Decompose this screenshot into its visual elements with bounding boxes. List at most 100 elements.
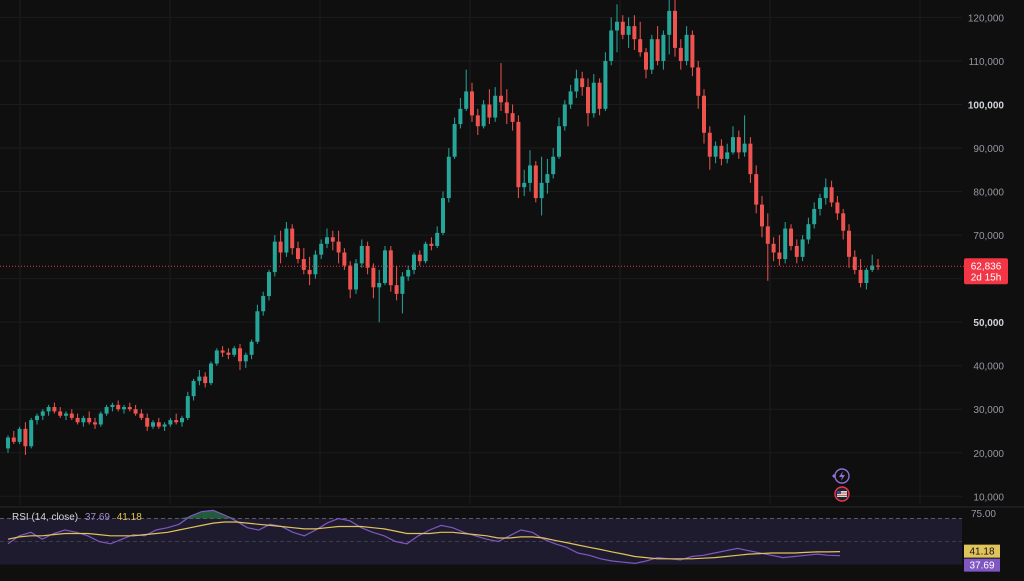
candle-body <box>400 276 405 294</box>
candle-body <box>23 428 28 447</box>
candle-body <box>325 237 329 244</box>
candle-body <box>847 230 851 257</box>
candle-body <box>626 26 631 35</box>
candle-body <box>806 224 811 240</box>
y-tick-label: 30,000 <box>973 405 1004 416</box>
price-axis[interactable]: 10,000 20,000 30,000 40,000 50,000 70,000 80,0… <box>968 13 1005 503</box>
rsi-legend[interactable]: RSI (14, close) 37.69 41.18 <box>12 512 146 523</box>
candle-body <box>580 78 585 88</box>
candle-body <box>371 267 376 288</box>
candle-body <box>191 380 196 397</box>
rsi-overbought-fill <box>224 515 236 519</box>
candle-body <box>151 422 155 427</box>
candle-body <box>812 208 817 225</box>
candle-up <box>446 148 451 203</box>
candle-up <box>800 235 805 262</box>
candle-body <box>603 60 608 109</box>
candle-down <box>829 180 834 207</box>
candle-body <box>702 95 706 133</box>
candle-down <box>533 161 538 203</box>
rsi-ma-line <box>7 521 841 560</box>
rsi-band <box>0 518 962 565</box>
candle-down <box>307 256 312 286</box>
candle-down <box>876 259 880 270</box>
candle-body <box>58 411 63 416</box>
candle-up <box>191 378 196 401</box>
candle-up <box>562 100 567 131</box>
candle-up <box>6 435 10 453</box>
candle-body <box>661 34 666 61</box>
candle-body <box>597 82 602 109</box>
candle-down <box>516 115 521 199</box>
candle-up <box>377 269 382 323</box>
candle-body <box>394 285 399 294</box>
lightning-event-icon[interactable] <box>832 468 850 484</box>
candle-body <box>493 95 498 118</box>
candle-down <box>638 21 643 57</box>
candle-down <box>754 165 759 214</box>
candle-up <box>46 404 51 416</box>
candle-body <box>168 420 173 425</box>
candle-body <box>313 254 318 275</box>
candle-down <box>203 372 208 388</box>
candle-up <box>243 352 248 368</box>
candle-body <box>69 413 74 418</box>
candle-body <box>615 21 619 31</box>
us-flag-event-icon[interactable] <box>834 486 850 502</box>
candle-up <box>17 426 22 445</box>
candle-body <box>632 26 637 40</box>
candle-body <box>499 95 503 103</box>
candle-up <box>359 239 364 268</box>
rsi-overbought-fill <box>201 510 214 519</box>
candle-up <box>481 100 486 129</box>
candle-up <box>661 30 666 70</box>
candle-body <box>214 350 219 364</box>
candle-down <box>847 224 851 268</box>
candle-up <box>168 417 173 427</box>
candle-down <box>644 47 648 79</box>
candle-body <box>557 126 561 157</box>
rsi-pane[interactable]: 75.00 41.18 37.69 <box>0 509 1000 572</box>
candle-down <box>394 265 399 301</box>
rsi-ma-value: 41.18 <box>116 512 142 523</box>
candle-body <box>470 91 474 116</box>
y-tick-label: 80,000 <box>973 188 1004 199</box>
candle-down <box>841 208 846 240</box>
candle-body <box>52 407 57 412</box>
candle-down <box>336 230 341 264</box>
candle-up <box>104 404 109 416</box>
candle-down <box>388 245 393 292</box>
candle-up <box>731 126 735 155</box>
candle-body <box>180 417 184 423</box>
candle-body <box>858 269 863 283</box>
candle-up <box>64 411 68 421</box>
candle-down <box>116 400 121 412</box>
candle-down <box>348 261 353 299</box>
candle-body <box>777 252 782 260</box>
candle-down <box>858 259 863 288</box>
candle-down <box>301 248 306 275</box>
candle-body <box>504 102 509 114</box>
candle-body <box>800 239 805 257</box>
candle-up <box>812 202 817 229</box>
rsi-value: 37.69 <box>84 512 110 523</box>
candle-up <box>151 420 155 429</box>
candle-body <box>794 245 799 257</box>
candle-up <box>40 409 45 421</box>
candle-up <box>185 391 190 421</box>
candle-body <box>417 254 422 262</box>
event-icons[interactable] <box>832 468 850 502</box>
candle-body <box>696 67 701 96</box>
candle-up <box>197 370 202 386</box>
candle-body <box>539 182 544 199</box>
rsi-title: RSI (14, close) <box>12 512 79 523</box>
candle-body <box>446 156 451 199</box>
candle-up <box>864 267 869 290</box>
candle-down <box>365 241 370 275</box>
candle-down <box>238 343 242 371</box>
candle-down <box>23 422 28 455</box>
candle-down <box>11 430 16 445</box>
candle-body <box>742 143 747 153</box>
